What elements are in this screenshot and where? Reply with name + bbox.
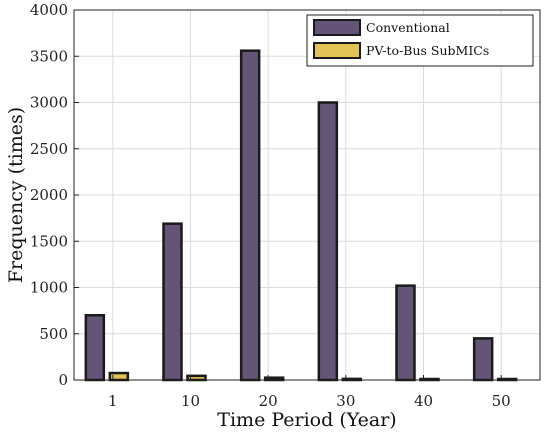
bar-conventional-10: [162, 222, 183, 382]
y-tick-label: 1000: [30, 279, 68, 297]
bar-conventional-30: [317, 101, 339, 382]
bar-conventional-20: [239, 49, 261, 382]
grid-lines: [74, 10, 540, 380]
bar-conventional-40: [395, 284, 416, 382]
x-tick-label: 30: [336, 392, 355, 410]
y-tick-label: 0: [58, 371, 68, 389]
y-tick-label: 2500: [30, 140, 68, 158]
x-tick-label: 20: [259, 392, 278, 410]
x-tick-label: 50: [492, 392, 511, 410]
legend-swatch-conventional: [313, 19, 361, 36]
legend-label-conventional: Conventional: [366, 20, 450, 35]
y-tick-label: 500: [39, 325, 68, 343]
y-tick-label: 2000: [30, 186, 68, 204]
x-axis-ticks: 1 10 20 30 40 50: [108, 375, 511, 410]
legend-swatch-pv-to-bus: [313, 42, 361, 59]
bar-conventional-50: [472, 337, 494, 382]
y-tick-label: 4000: [30, 1, 68, 19]
y-tick-label: 1500: [30, 232, 68, 250]
y-tick-label: 3500: [30, 47, 68, 65]
bar-conventional-1: [84, 314, 106, 382]
x-tick-label: 10: [181, 392, 200, 410]
y-axis-title: Frequency (times): [5, 107, 27, 283]
legend-label-pv-to-bus: PV-to-Bus SubMICs: [366, 43, 489, 58]
y-tick-label: 3000: [30, 94, 68, 112]
legend: Conventional PV-to-Bus SubMICs: [306, 14, 534, 67]
x-axis-title: Time Period (Year): [217, 409, 396, 431]
y-axis-ticks: 0 500 1000 1500 2000 2500 3000 3500 4000: [30, 1, 79, 389]
x-tick-label: 1: [108, 392, 118, 410]
x-tick-label: 40: [414, 392, 433, 410]
bars-group: [84, 49, 518, 382]
